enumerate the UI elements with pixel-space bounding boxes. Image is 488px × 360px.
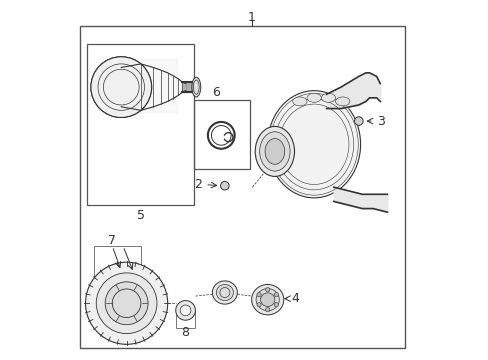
- Bar: [194, 100, 249, 169]
- Ellipse shape: [175, 301, 195, 320]
- Text: 1: 1: [247, 11, 255, 24]
- Bar: [94, 246, 141, 280]
- Ellipse shape: [212, 281, 237, 304]
- Ellipse shape: [267, 91, 360, 198]
- Ellipse shape: [180, 305, 190, 316]
- Ellipse shape: [251, 284, 283, 315]
- Text: 6: 6: [212, 86, 220, 99]
- Circle shape: [256, 293, 261, 297]
- Ellipse shape: [292, 97, 306, 106]
- Text: 4: 4: [290, 292, 298, 305]
- Ellipse shape: [260, 293, 274, 306]
- Ellipse shape: [264, 139, 284, 164]
- Circle shape: [220, 181, 229, 190]
- Ellipse shape: [91, 57, 151, 117]
- Bar: [87, 44, 194, 205]
- Text: 8: 8: [181, 326, 189, 339]
- Text: 5: 5: [137, 209, 144, 222]
- Circle shape: [265, 307, 269, 312]
- Text: 7: 7: [108, 234, 116, 247]
- Ellipse shape: [321, 93, 335, 102]
- Ellipse shape: [216, 284, 233, 301]
- Bar: [175, 309, 195, 328]
- Circle shape: [256, 302, 261, 307]
- Circle shape: [105, 282, 148, 325]
- Text: 3: 3: [376, 114, 384, 127]
- Circle shape: [354, 117, 363, 125]
- Circle shape: [274, 302, 278, 307]
- Ellipse shape: [259, 132, 289, 171]
- Text: 2: 2: [193, 178, 201, 191]
- Circle shape: [85, 262, 167, 344]
- Ellipse shape: [306, 93, 321, 102]
- Circle shape: [96, 273, 157, 334]
- Circle shape: [265, 288, 269, 292]
- Ellipse shape: [256, 289, 279, 311]
- Ellipse shape: [191, 77, 201, 97]
- Ellipse shape: [335, 97, 349, 106]
- Circle shape: [274, 293, 278, 297]
- Ellipse shape: [255, 126, 294, 176]
